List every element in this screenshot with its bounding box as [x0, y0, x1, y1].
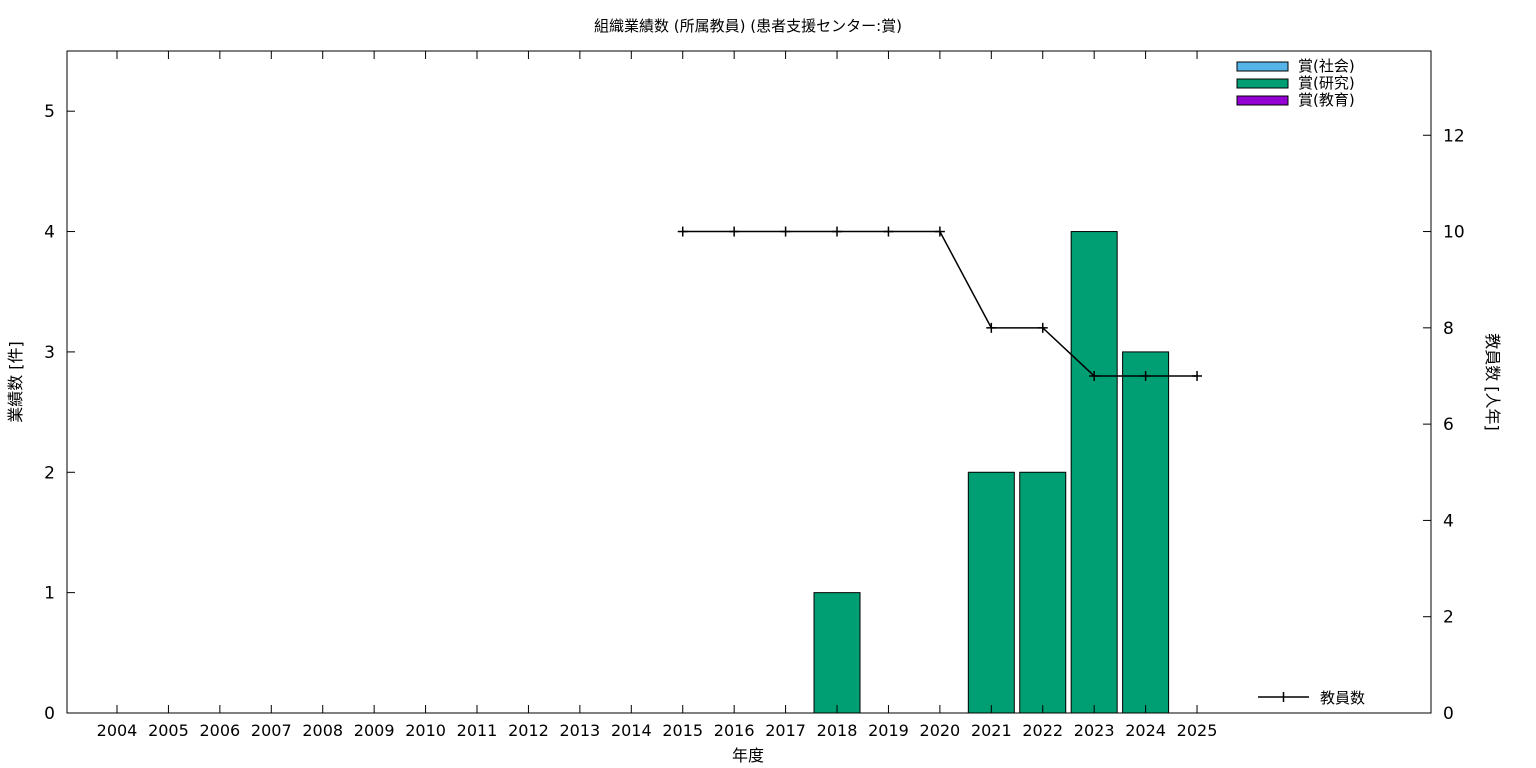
y-tick-label: 5 [44, 102, 55, 122]
y-tick-label: 3 [44, 343, 55, 363]
bar-2022-series-1 [1019, 471, 1067, 714]
bar-2023-series-1 [1070, 231, 1118, 714]
legend-label: 賞(研究) [1298, 74, 1355, 92]
legend-swatch [1236, 95, 1289, 106]
y2-tick-label: 10 [1443, 223, 1465, 243]
x-tick-label: 2022 [1022, 721, 1063, 740]
line-series-path [682, 230, 1198, 377]
y-tick-label: 0 [44, 704, 55, 724]
legend: 賞(社会)賞(研究)賞(教育) 教員数 [1236, 57, 1365, 707]
x-tick-label: 2019 [868, 721, 909, 740]
bar-2024-series-1 [1122, 351, 1170, 714]
legend-swatch [1236, 61, 1289, 72]
x-tick-label: 2014 [611, 721, 652, 740]
x-tick-label: 2009 [354, 721, 395, 740]
x-tick-label: 2025 [1177, 721, 1218, 740]
x-tick-label: 2020 [920, 721, 961, 740]
legend-swatch [1236, 78, 1289, 89]
x-tick-label: 2017 [765, 721, 806, 740]
x-tick-label: 2007 [251, 721, 292, 740]
legend-label: 賞(教育) [1298, 91, 1355, 109]
x-tick-label: 2023 [1074, 721, 1115, 740]
x-tick-label: 2010 [405, 721, 446, 740]
x-tick-label: 2024 [1125, 721, 1166, 740]
x-tick-label: 2016 [714, 721, 755, 740]
plot-area-frame [66, 50, 1432, 714]
legend-label: 賞(社会) [1298, 57, 1355, 75]
y-tick-label: 4 [44, 223, 55, 243]
x-tick-label: 2006 [200, 721, 241, 740]
y2-tick-label: 12 [1443, 126, 1465, 146]
x-tick-label: 2013 [560, 721, 601, 740]
x-tick-label: 2015 [662, 721, 703, 740]
x-tick-label: 2018 [817, 721, 858, 740]
bar-2021-series-1 [967, 471, 1015, 714]
x-tick-label: 2004 [97, 721, 138, 740]
y2-tick-label: 4 [1443, 511, 1454, 531]
x-tick-label: 2008 [302, 721, 343, 740]
bars-layer [813, 231, 1170, 714]
x-tick-label: 2012 [508, 721, 549, 740]
y2-tick-label: 6 [1443, 415, 1454, 435]
line-series-layer [677, 226, 1203, 381]
y-axis-label: 業績数 [件] [6, 341, 25, 423]
chart-title: 組織業績数 (所属教員) (患者支援センター:賞) [594, 17, 902, 35]
y2-tick-label: 0 [1443, 704, 1454, 724]
y2-tick-label: 2 [1443, 608, 1454, 628]
x-tick-label: 2005 [148, 721, 189, 740]
y-tick-label: 2 [44, 463, 55, 483]
x-axis-label: 年度 [732, 746, 764, 765]
legend-line-label: 教員数 [1320, 689, 1365, 707]
x-tick-label: 2011 [457, 721, 498, 740]
x-tick-label: 2021 [971, 721, 1012, 740]
bar-2018-series-1 [813, 592, 861, 714]
y2-axis-label: 教員数 [人年] [1483, 333, 1502, 431]
y2-tick-label: 8 [1443, 319, 1454, 339]
y-tick-label: 1 [44, 584, 55, 604]
